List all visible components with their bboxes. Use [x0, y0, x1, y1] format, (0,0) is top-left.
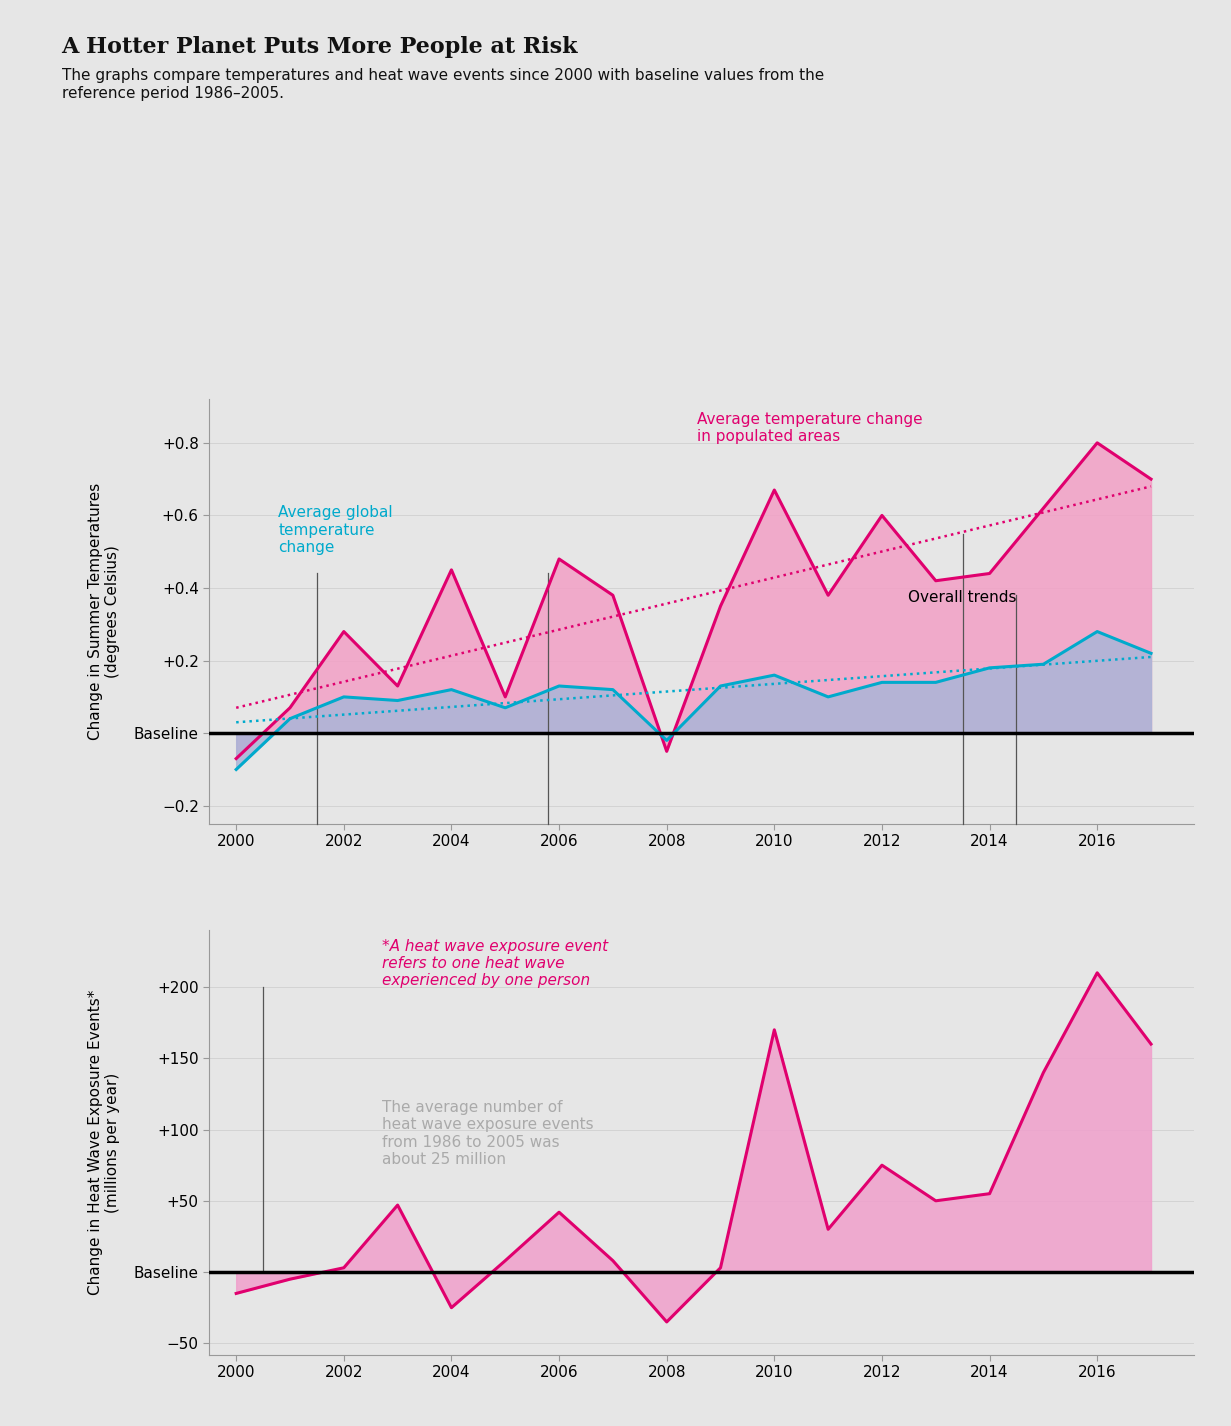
Text: The graphs compare temperatures and heat wave events since 2000 with baseline va: The graphs compare temperatures and heat…	[62, 68, 824, 101]
Text: *A heat wave exposure event
refers to one heat wave
experienced by one person: *A heat wave exposure event refers to on…	[382, 938, 608, 988]
Text: A Hotter Planet Puts More People at Risk: A Hotter Planet Puts More People at Risk	[62, 36, 579, 57]
Text: The average number of
heat wave exposure events
from 1986 to 2005 was
about 25 m: The average number of heat wave exposure…	[382, 1099, 593, 1166]
Y-axis label: Change in Summer Temperatures
(degrees Celsius): Change in Summer Temperatures (degrees C…	[87, 483, 119, 740]
Text: Average temperature change
in populated areas: Average temperature change in populated …	[697, 412, 922, 445]
Text: Overall trends: Overall trends	[908, 590, 1017, 606]
Text: Average global
temperature
change: Average global temperature change	[278, 505, 393, 555]
Y-axis label: Change in Heat Wave Exposure Events*
(millions per year): Change in Heat Wave Exposure Events* (mi…	[87, 990, 119, 1295]
